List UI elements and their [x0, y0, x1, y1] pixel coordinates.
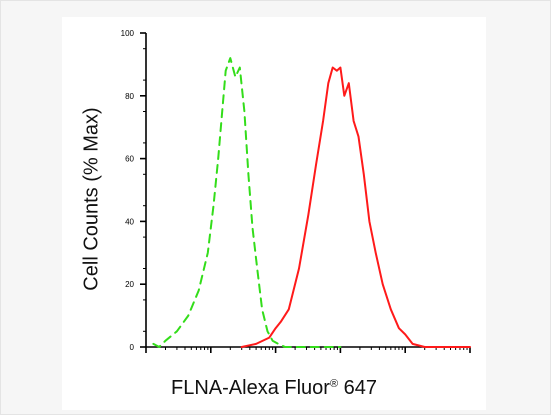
y-tick-label: 100 — [121, 29, 135, 38]
series-line-dashed — [152, 57, 342, 348]
x-axis-title-sup: ® — [329, 378, 339, 390]
histogram-chart: 0 20 40 60 80 100 — [121, 29, 471, 353]
y-tick-label: 20 — [125, 280, 134, 289]
series-line-solid — [240, 66, 471, 348]
y-tick-label: 60 — [125, 155, 134, 164]
x-axis-title: FLNA-Alexa Fluor® 647 — [62, 377, 486, 400]
y-tick-label: 80 — [125, 92, 134, 101]
y-axis-title: Cell Counts (% Max) — [80, 107, 103, 291]
y-ticks: 0 20 40 60 80 100 — [121, 29, 146, 352]
x-ticks — [145, 347, 471, 353]
x-axis-title-main: FLNA-Alexa Fluor — [171, 377, 330, 399]
y-tick-label: 0 — [130, 343, 135, 352]
x-axis-title-tail: 647 — [338, 377, 377, 399]
axes — [145, 33, 470, 348]
chart-panel: 0 20 40 60 80 100 Cell Counts (% Max) FLNA-Al… — [62, 17, 486, 410]
y-tick-label: 40 — [125, 217, 134, 226]
series-group — [152, 57, 471, 348]
